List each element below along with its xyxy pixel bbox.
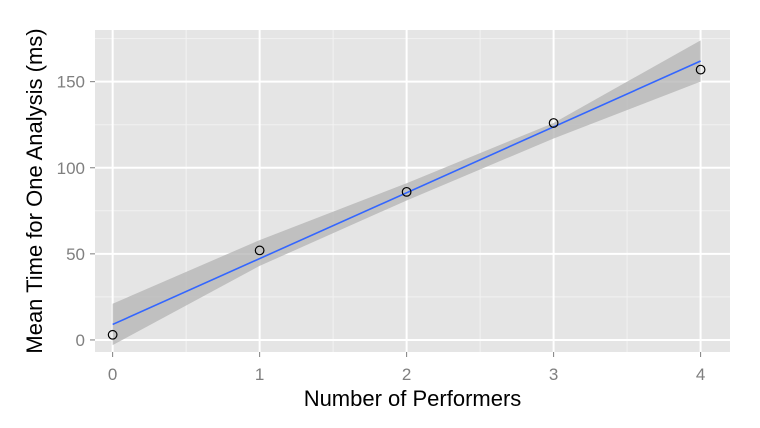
x-tick-label: 3 bbox=[549, 365, 558, 384]
y-tick-label: 150 bbox=[57, 73, 85, 92]
y-tick-label: 100 bbox=[57, 159, 85, 178]
x-tick-label: 1 bbox=[255, 365, 264, 384]
y-tick-label: 0 bbox=[76, 331, 85, 350]
x-tick-label: 4 bbox=[696, 365, 705, 384]
data-points bbox=[107, 64, 706, 340]
x-axis-title: Number of Performers bbox=[304, 386, 522, 411]
data-point bbox=[254, 245, 265, 256]
x-tick-label: 0 bbox=[108, 365, 117, 384]
x-axis-ticks: 0 1 2 3 4 bbox=[108, 352, 705, 384]
data-point bbox=[107, 329, 118, 340]
x-tick-label: 2 bbox=[402, 365, 411, 384]
data-point bbox=[695, 64, 706, 75]
y-axis-title: Mean Time for One Analysis (ms) bbox=[22, 28, 47, 353]
data-point bbox=[548, 118, 559, 128]
y-axis-ticks: 0 50 100 150 bbox=[57, 73, 95, 350]
y-tick-label: 50 bbox=[66, 245, 85, 264]
data-point bbox=[401, 186, 412, 197]
regression-line bbox=[112, 60, 701, 326]
